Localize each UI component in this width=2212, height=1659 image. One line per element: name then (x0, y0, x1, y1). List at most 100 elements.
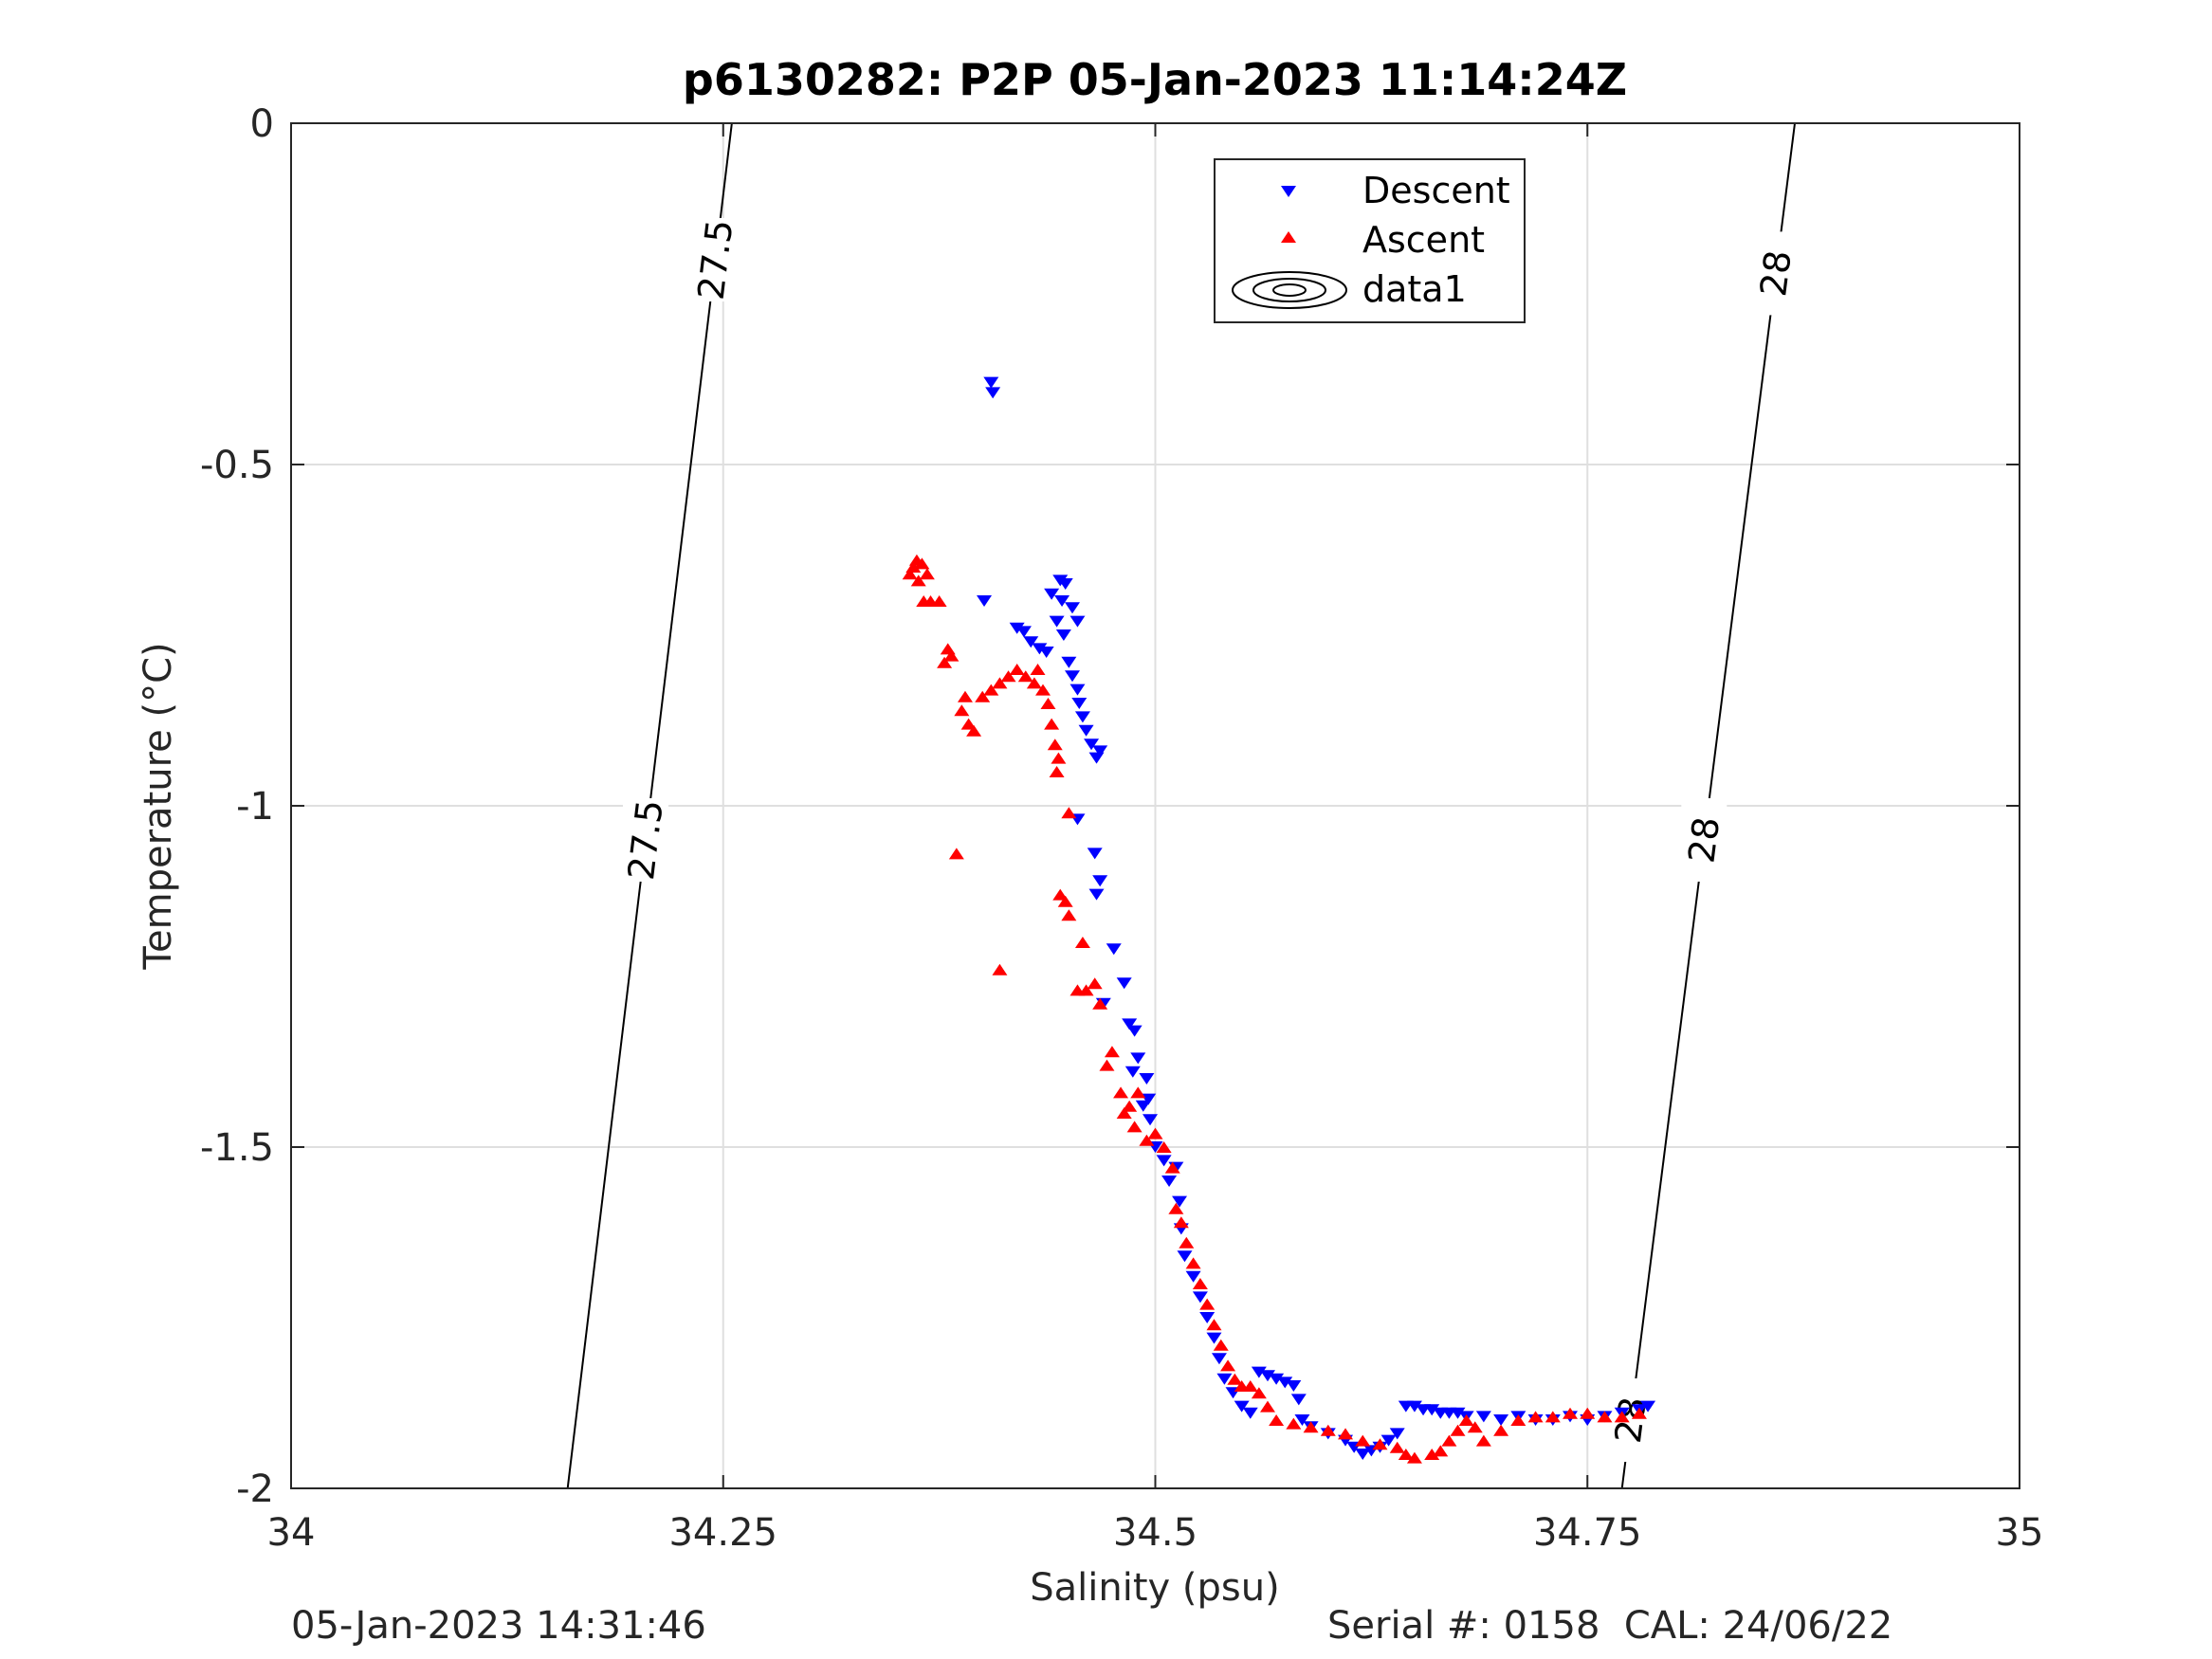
ascent-point (1493, 1424, 1509, 1436)
ascent-point (1192, 1278, 1208, 1289)
ascent-point (914, 557, 930, 570)
contour-label-gap (622, 798, 668, 882)
legend-data1-label: data1 (1362, 268, 1467, 310)
descent-point (1088, 888, 1105, 901)
descent-point (1290, 1394, 1307, 1406)
descent-point (1124, 1066, 1141, 1078)
descent-point (1206, 1332, 1222, 1344)
descent-point (1069, 684, 1086, 696)
ascent-point (1044, 718, 1060, 730)
ascent-point (1179, 1236, 1195, 1249)
y-tick-label: 0 (250, 102, 274, 146)
descent-point (1286, 1380, 1302, 1392)
descent-point (1044, 588, 1060, 600)
ascent-point (1000, 670, 1016, 683)
ascent-point (1199, 1298, 1216, 1310)
legend-item-descent: Descent (1281, 170, 1510, 211)
ascent-point (1051, 752, 1067, 764)
descent-point (1269, 1373, 1285, 1385)
descent-point (1032, 643, 1048, 655)
ascent-point (1269, 1414, 1285, 1426)
legend-ascent-label: Ascent (1362, 219, 1485, 261)
descent-point (1038, 647, 1054, 658)
descent-point (1161, 1176, 1178, 1187)
ascent-point (1251, 1387, 1267, 1399)
ascent-point (1259, 1400, 1275, 1413)
ascent-point (1035, 684, 1051, 696)
y-tick-label: -2 (236, 1468, 274, 1511)
ascent-point (1057, 895, 1073, 907)
descent-point (1380, 1434, 1397, 1447)
ascent-point (916, 595, 932, 607)
ascent-point (983, 684, 999, 696)
contour-label: 27.5 (620, 797, 671, 882)
descent-point (1092, 745, 1108, 757)
ascent-point (1545, 1411, 1561, 1423)
descent-point (1475, 1411, 1491, 1423)
descent-point (1135, 1100, 1151, 1112)
descent-point (1211, 1353, 1227, 1365)
descent-point (1450, 1407, 1466, 1419)
legend-contour-icon (1232, 271, 1347, 309)
ascent-point (1206, 1319, 1222, 1331)
ascent-point (1052, 888, 1069, 901)
descent-point (1424, 1404, 1440, 1416)
x-tick-label: 34 (267, 1511, 316, 1555)
ascent-point (919, 568, 935, 580)
ascent-point (1113, 1086, 1129, 1099)
ascent-point (1467, 1421, 1483, 1433)
contour-label-gap (1681, 798, 1728, 882)
descent-point (1087, 848, 1103, 860)
ascent-point (1580, 1407, 1596, 1419)
footer-serial-cal: Serial #: 0158 CAL: 24/06/22 (1327, 1604, 1893, 1648)
ascent-point (1030, 664, 1046, 675)
descent-point (1130, 1052, 1146, 1065)
ascent-point (1061, 807, 1077, 819)
ascent-point (966, 724, 982, 737)
ascent-point (1061, 909, 1077, 921)
ascent-point (1040, 698, 1056, 709)
descent-point (1122, 1018, 1138, 1030)
ascent-point (957, 690, 973, 702)
descent-point (1234, 1400, 1250, 1413)
contour-label-gap (692, 218, 739, 301)
x-tick-label: 34.25 (668, 1511, 777, 1555)
ascent-point (1147, 1127, 1163, 1139)
ascent-point (1156, 1141, 1172, 1153)
descent-point (1084, 738, 1100, 751)
descent-point (1185, 1270, 1201, 1283)
ascent-point (1563, 1407, 1579, 1419)
descent-point (1355, 1449, 1371, 1460)
ascent-point (954, 704, 970, 717)
ascent-point (1242, 1380, 1258, 1392)
ascent-point (1475, 1434, 1491, 1447)
descent-point (1069, 615, 1086, 628)
ascent-point (1099, 1059, 1115, 1071)
x-tick-label: 34.5 (1113, 1511, 1197, 1555)
ascent-point (1185, 1257, 1201, 1269)
ascent-point (1116, 1107, 1132, 1119)
ascent-point (1220, 1359, 1236, 1372)
ascent-point (1047, 738, 1063, 751)
descent-point (1199, 1312, 1216, 1323)
legend-ascent-marker (1281, 231, 1296, 243)
ascent-point (960, 718, 977, 730)
descent-point (1061, 656, 1077, 668)
y-axis-label: Temperature (°C) (137, 642, 180, 970)
ascent-point (992, 963, 1008, 975)
ascent-point (1017, 670, 1033, 683)
descent-point (1192, 1291, 1208, 1304)
ascent-point (1092, 997, 1108, 1010)
ascent-point (1286, 1417, 1302, 1430)
ascent-point (1074, 937, 1090, 948)
descent-point (1172, 1195, 1188, 1208)
ascent-point (1139, 1134, 1155, 1146)
ascent-point (1213, 1339, 1229, 1351)
descent-point (1216, 1373, 1233, 1385)
ascent-point (1614, 1411, 1630, 1423)
ascent-point (1164, 1161, 1180, 1174)
legend: Descent Ascent data1 (1214, 158, 1526, 323)
ascent-point (975, 690, 991, 702)
